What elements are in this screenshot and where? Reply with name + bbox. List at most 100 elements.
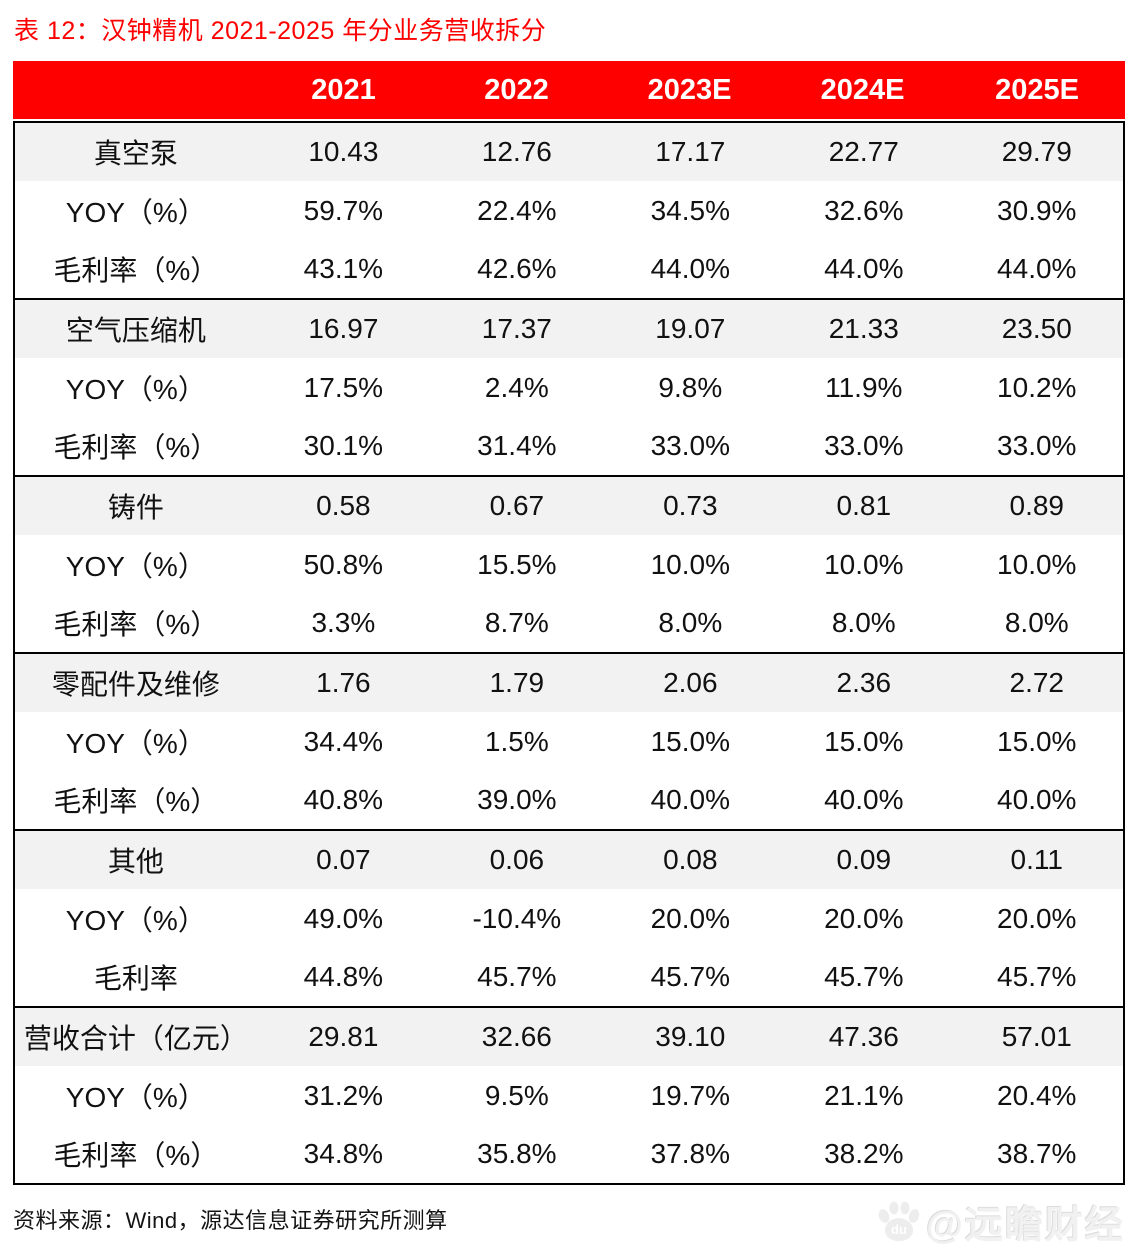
table-header-row: 2021 2022 2023E 2024E 2025E <box>13 61 1125 119</box>
column-header: 2023E <box>647 73 732 106</box>
table-cell: 15.0% <box>997 725 1077 757</box>
table-cell: 43.1% <box>303 253 384 284</box>
table-cell: 19.7% <box>650 1079 731 1111</box>
table-cell: 31.2% <box>303 1079 384 1111</box>
table-row: YOY（%） 17.5% 2.4% 9.8% 11.9% 10.2% <box>14 358 1124 417</box>
table-cell: 0.58 <box>256 475 431 535</box>
table-cell: 0.67 <box>430 475 604 535</box>
table-cell: -10.4% <box>472 902 562 934</box>
table-cell: 22.4% <box>477 194 557 226</box>
table-cell: 0.89 <box>950 475 1124 535</box>
table-cell: 15.0% <box>650 725 731 757</box>
table-cell: 17.5% <box>303 371 384 403</box>
row-label: 毛利率（%） <box>53 255 219 286</box>
table-cell: 50.8% <box>303 548 384 580</box>
table-cell: 0.06 <box>430 829 604 889</box>
table-cell: 20.0% <box>650 902 731 934</box>
table-cell: 11.9% <box>825 371 903 403</box>
table-cell: 45.7% <box>650 961 731 992</box>
table-cell: 33.0% <box>824 430 904 461</box>
table-cell: 40.0% <box>650 784 731 815</box>
revenue-breakdown-table: 真空泵 10.43 12.76 17.17 22.77 29.79 YOY（%） 59.7% 2… <box>13 121 1125 1185</box>
table-row: 毛利率（%） 30.1% 31.4% 33.0% 33.0% 33.0% <box>14 417 1124 476</box>
table-cell: 34.5% <box>650 194 731 226</box>
column-header: 2021 <box>311 73 376 106</box>
table-cell: 10.0% <box>824 548 904 580</box>
table-cell: 40.0% <box>824 784 904 815</box>
table-cell: 15.0% <box>824 725 904 757</box>
table-cell: 45.7% <box>824 961 904 992</box>
table-row: 毛利率 44.8% 45.7% 45.7% 45.7% 45.7% <box>14 948 1124 1007</box>
table-cell: 32.6% <box>824 194 904 226</box>
source-note: 资料来源：Wind，源达信息证券研究所测算 <box>13 1208 448 1233</box>
table-row: 毛利率（%） 3.3% 8.7% 8.0% 8.0% 8.0% <box>14 594 1124 653</box>
table-cell: 57.01 <box>950 1006 1124 1066</box>
table-cell: 45.7% <box>997 961 1077 992</box>
row-label: YOY（%） <box>65 904 206 936</box>
table-cell: 29.79 <box>950 122 1124 181</box>
row-label: 毛利率（%） <box>53 1140 219 1171</box>
table-cell: 33.0% <box>997 430 1077 461</box>
table-cell: 30.9% <box>997 194 1077 226</box>
table-cell: 44.8% <box>303 961 384 992</box>
table-cell: 45.7% <box>477 961 557 992</box>
row-label: 毛利率（%） <box>53 609 219 640</box>
table-cell: 40.0% <box>997 784 1077 815</box>
table-cell: 1.76 <box>256 652 431 712</box>
table-row: YOY（%） 59.7% 22.4% 34.5% 32.6% 30.9% <box>14 181 1124 240</box>
table-cell: 1.79 <box>430 652 604 712</box>
table-cell: 8.0% <box>1004 607 1069 638</box>
column-header: 2022 <box>484 73 549 106</box>
table-row: YOY（%） 31.2% 9.5% 19.7% 21.1% 20.4% <box>14 1066 1124 1125</box>
table-cell: 12.76 <box>430 122 604 181</box>
table-cell: 8.7% <box>484 607 549 638</box>
table-row: 毛利率（%） 34.8% 35.8% 37.8% 38.2% 38.7% <box>14 1125 1124 1184</box>
table-cell: 20.0% <box>824 902 904 934</box>
table-cell: 8.0% <box>831 607 896 638</box>
table-cell: 20.4% <box>997 1079 1077 1111</box>
table-cell: 8.0% <box>658 607 723 638</box>
table-row: 真空泵 10.43 12.76 17.17 22.77 29.79 <box>14 122 1124 181</box>
table-row: 毛利率（%） 43.1% 42.6% 44.0% 44.0% 44.0% <box>14 240 1124 299</box>
table-cell: 33.0% <box>650 430 731 461</box>
footer: 资料来源：Wind，源达信息证券研究所测算 du @远瞻财经 <box>13 1194 1125 1249</box>
table-cell: 22.77 <box>777 122 951 181</box>
table-title: 表 12：汉钟精机 2021-2025 年分业务营收拆分 <box>14 17 547 45</box>
table-cell: 0.73 <box>603 475 778 535</box>
watermark: du @远瞻财经 <box>876 1194 1125 1249</box>
table-cell: 9.8% <box>658 371 723 403</box>
row-label: 空气压缩机 <box>14 298 257 358</box>
table-cell: 44.0% <box>824 253 904 284</box>
table-cell: 2.4% <box>484 371 549 403</box>
row-label: YOY（%） <box>65 1081 206 1113</box>
svg-text:du: du <box>891 1222 907 1237</box>
table-cell: 44.0% <box>997 253 1077 284</box>
table-cell: 15.5% <box>477 548 557 580</box>
watermark-text: @远瞻财经 <box>925 1205 1125 1247</box>
table-cell: 1.5% <box>484 725 549 757</box>
table-cell: 42.6% <box>477 253 557 284</box>
table-row: 空气压缩机 16.97 17.37 19.07 21.33 23.50 <box>14 298 1124 358</box>
table-cell: 49.0% <box>303 902 384 934</box>
row-label: 毛利率 <box>93 963 178 994</box>
baidu-paw-icon: du <box>876 1199 922 1245</box>
table-row: YOY（%） 34.4% 1.5% 15.0% 15.0% 15.0% <box>14 712 1124 771</box>
table-cell: 39.0% <box>477 784 557 815</box>
table-cell: 34.4% <box>303 725 384 757</box>
table-cell: 39.10 <box>603 1006 778 1066</box>
table-cell: 0.81 <box>777 475 951 535</box>
table-row: 其他 0.07 0.06 0.08 0.09 0.11 <box>14 829 1124 889</box>
row-label: 铸件 <box>14 475 257 535</box>
table-cell: 19.07 <box>603 298 778 358</box>
table-row: 毛利率（%） 40.8% 39.0% 40.0% 40.0% 40.0% <box>14 771 1124 830</box>
row-label: 营收合计（亿元） <box>14 1006 257 1066</box>
row-label: YOY（%） <box>65 196 206 228</box>
row-label: 其他 <box>14 829 257 889</box>
table-cell: 2.72 <box>950 652 1124 712</box>
table-cell: 21.1% <box>824 1079 904 1111</box>
table-cell: 29.81 <box>256 1006 431 1066</box>
table-cell: 10.2% <box>997 371 1077 403</box>
table-row: 营收合计（亿元） 29.81 32.66 39.10 47.36 57.01 <box>14 1006 1124 1066</box>
table-cell: 38.7% <box>997 1138 1077 1169</box>
